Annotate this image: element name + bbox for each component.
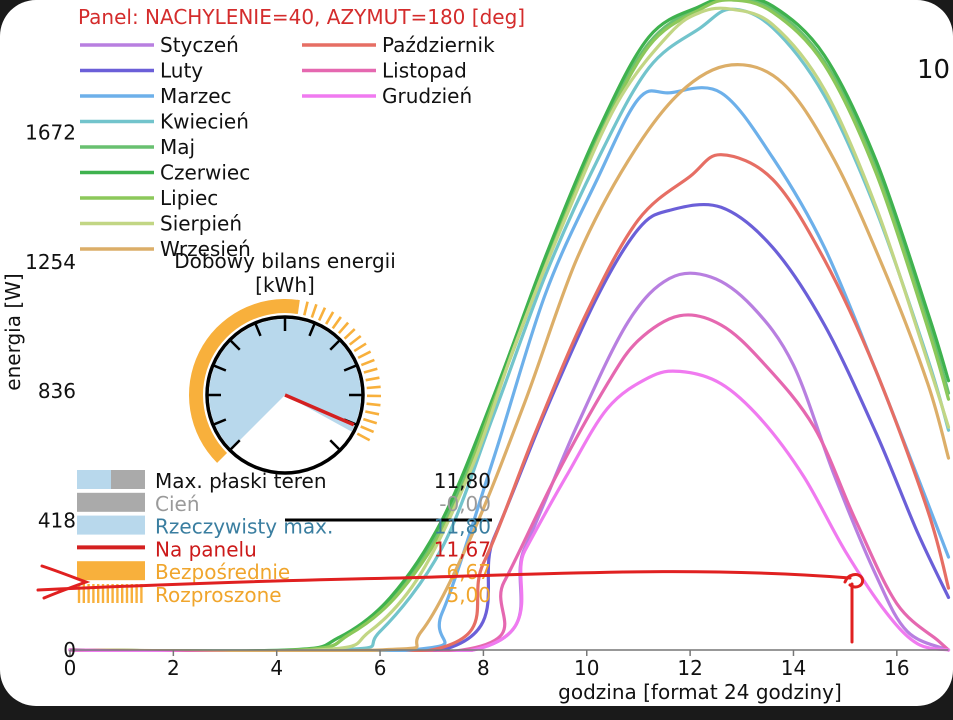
gauge-diffuse-hatch xyxy=(367,404,381,405)
balance-label-2: Rzeczywisty max. xyxy=(155,515,333,539)
x-tick-label-8: 16 xyxy=(884,656,909,680)
legend-label-1: Styczeń xyxy=(160,33,239,57)
legend-label-10: Październik xyxy=(382,33,495,57)
legend-label-2: Luty xyxy=(160,59,203,83)
legend-label-11: Listopad xyxy=(382,59,467,83)
gauge-title-line2: [kWh] xyxy=(255,273,315,297)
corner-label: 10 xyxy=(917,55,950,85)
balance-label-1: Cień xyxy=(155,492,200,516)
balance-value-3: 11,67 xyxy=(434,537,491,561)
gauge-title-line1: Dobowy bilans energii xyxy=(174,249,396,273)
legend-label-8: Sierpień xyxy=(160,212,242,236)
x-tick-label-1: 2 xyxy=(167,656,180,680)
balance-label-5: Rozproszone xyxy=(155,583,282,607)
y-axis-label: energia [W] xyxy=(1,273,25,390)
x-tick-label-6: 12 xyxy=(677,656,702,680)
legend-label-4: Kwiecień xyxy=(160,110,249,134)
balance-swatch-1 xyxy=(77,493,145,512)
legend-label-3: Marzec xyxy=(160,84,232,108)
x-tick-label-3: 6 xyxy=(374,656,387,680)
chart-title: Panel: NACHYLENIE=40, AZYMUT=180 [deg] xyxy=(78,5,525,29)
balance-swatch-4 xyxy=(77,561,145,580)
x-tick-label-2: 4 xyxy=(270,656,283,680)
y-tick-label-4: 1672 xyxy=(25,120,76,144)
gauge-diffuse-hatch xyxy=(367,387,381,388)
balance-value-4: 6,67 xyxy=(446,560,491,584)
x-tick-label-5: 10 xyxy=(574,656,599,680)
bottom-bar xyxy=(0,706,953,716)
y-tick-label-2: 836 xyxy=(38,379,76,403)
balance-swatch-2 xyxy=(77,516,145,535)
balance-value-0: 11,80 xyxy=(434,469,491,493)
balance-value-1: -0,00 xyxy=(439,492,491,516)
y-tick-label-1: 418 xyxy=(38,509,76,533)
balance-value-5: 5,00 xyxy=(446,583,491,607)
x-axis-label: godzina [format 24 godziny] xyxy=(558,680,842,704)
y-tick-label-0: 0 xyxy=(63,638,76,662)
legend-label-6: Czerwiec xyxy=(160,161,250,185)
legend-label-5: Maj xyxy=(160,135,195,159)
x-tick-label-7: 14 xyxy=(781,656,806,680)
balance-label-3: Na panelu xyxy=(155,537,257,561)
legend-label-7: Lipiec xyxy=(160,186,218,210)
balance-swatch-part-0 xyxy=(111,470,145,489)
balance-value-2: 11,80 xyxy=(434,515,491,539)
balance-label-0: Max. płaski teren xyxy=(155,469,327,493)
y-tick-label-3: 1254 xyxy=(25,250,76,274)
balance-swatch-0 xyxy=(77,470,111,489)
legend-label-12: Grudzień xyxy=(382,84,472,108)
x-tick-label-4: 8 xyxy=(477,656,490,680)
